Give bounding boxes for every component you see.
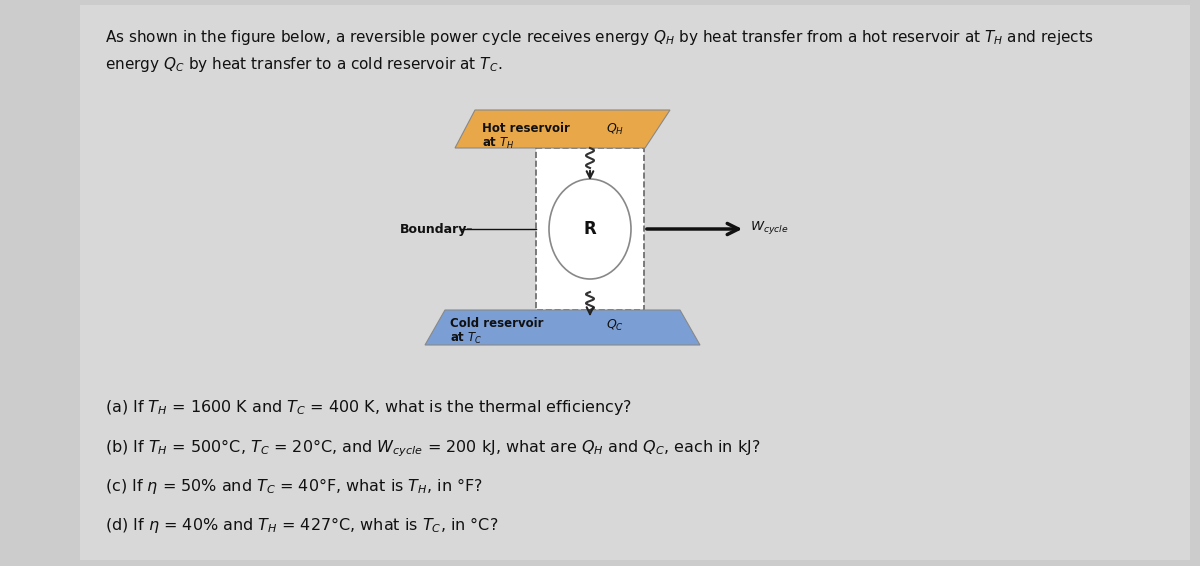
Text: $Q_C$: $Q_C$ bbox=[606, 318, 624, 333]
Polygon shape bbox=[425, 310, 700, 345]
Text: at $T_H$: at $T_H$ bbox=[482, 136, 515, 151]
Text: (a) If $T_H$ = 1600 K and $T_C$ = 400 K, what is the thermal efficiency?: (a) If $T_H$ = 1600 K and $T_C$ = 400 K,… bbox=[106, 398, 632, 417]
Text: Hot reservoir: Hot reservoir bbox=[482, 122, 570, 135]
Bar bbox=[536, 148, 644, 310]
Text: R: R bbox=[583, 220, 596, 238]
Text: As shown in the figure below, a reversible power cycle receives energy $Q_H$ by : As shown in the figure below, a reversib… bbox=[106, 28, 1093, 74]
Text: (d) If $\eta$ = 40% and $T_H$ = 427°C, what is $T_C$, in °C?: (d) If $\eta$ = 40% and $T_H$ = 427°C, w… bbox=[106, 515, 498, 535]
Text: $W_{cycle}$: $W_{cycle}$ bbox=[750, 220, 788, 237]
Text: at $T_C$: at $T_C$ bbox=[450, 331, 482, 346]
Ellipse shape bbox=[550, 179, 631, 279]
Polygon shape bbox=[455, 110, 670, 148]
Text: $Q_H$: $Q_H$ bbox=[606, 122, 624, 137]
Text: Cold reservoir: Cold reservoir bbox=[450, 317, 544, 330]
Text: (b) If $T_H$ = 500°C, $T_C$ = 20°C, and $W_{cycle}$ = 200 kJ, what are $Q_H$ and: (b) If $T_H$ = 500°C, $T_C$ = 20°C, and … bbox=[106, 437, 761, 458]
Text: Boundary–: Boundary– bbox=[400, 222, 474, 235]
Text: (c) If $\eta$ = 50% and $T_C$ = 40°F, what is $T_H$, in °F?: (c) If $\eta$ = 50% and $T_C$ = 40°F, wh… bbox=[106, 476, 482, 496]
